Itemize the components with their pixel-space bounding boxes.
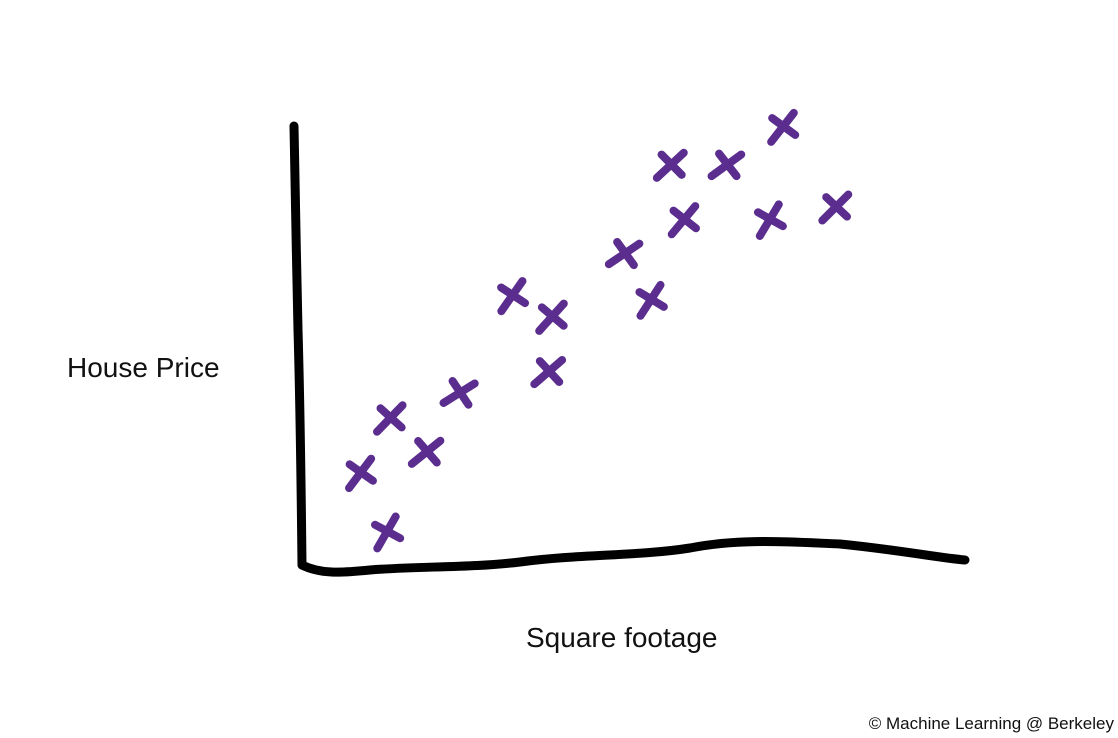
y-axis-label: House Price	[67, 352, 220, 383]
copyright-credit: © Machine Learning @ Berkeley	[868, 714, 1114, 733]
data-points	[345, 108, 853, 553]
data-point-10	[635, 280, 668, 320]
data-point-3	[373, 401, 407, 436]
data-point-6	[497, 277, 530, 316]
data-point-2	[345, 454, 377, 493]
data-point-7	[535, 299, 568, 335]
data-point-15	[767, 108, 800, 146]
data-point-12	[652, 148, 688, 182]
data-point-13	[707, 149, 746, 181]
data-point-11	[667, 202, 700, 239]
x-axis-label: Square footage	[526, 622, 718, 653]
data-point-1	[371, 512, 405, 553]
x-axis	[297, 537, 970, 577]
data-point-9	[604, 237, 644, 270]
y-axis	[289, 121, 307, 570]
data-point-16	[818, 190, 853, 225]
data-point-5	[439, 377, 479, 409]
data-point-4	[407, 436, 445, 468]
data-point-14	[753, 200, 787, 240]
data-point-8	[530, 356, 567, 389]
